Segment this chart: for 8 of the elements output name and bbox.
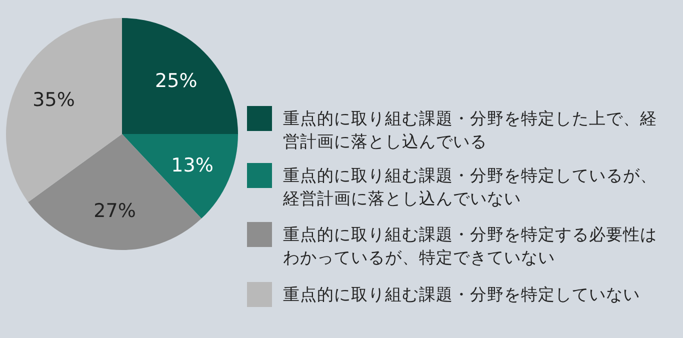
legend-label: 重点的に取り組む課題・分野を特定した上で、経営計画に落とし込んでいる (283, 109, 657, 151)
legend-label: 重点的に取り組む課題・分野を特定する必要性はわかっているが、特定できていない (283, 225, 657, 267)
data-label: 27% (94, 200, 136, 222)
legend-label: 重点的に取り組む課題・分野を特定していない (283, 285, 640, 304)
data-label: 35% (32, 89, 75, 112)
legend-label: 重点的に取り組む課題・分野を特定しているが、経営計画に落とし込んでいない (282, 166, 657, 208)
data-label: 13% (171, 154, 214, 176)
data-label: 25% (155, 70, 198, 92)
